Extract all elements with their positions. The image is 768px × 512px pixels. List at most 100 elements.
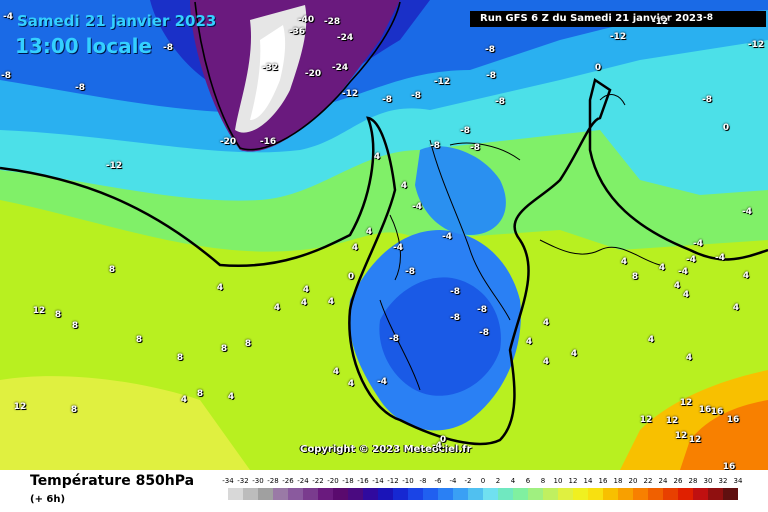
scale-tick-label: -4: [449, 477, 457, 485]
scale-color-swatch: [288, 488, 303, 500]
isotherm-label: -8: [477, 305, 487, 315]
isotherm-label: -12: [747, 40, 765, 50]
scale-tick-label: 26: [673, 477, 683, 485]
isotherm-label: 16: [726, 415, 740, 425]
scale-tick-label: -14: [372, 477, 384, 485]
scale-tick-label: 24: [658, 477, 668, 485]
isotherm-label: -4: [686, 255, 696, 265]
isotherm-label: 8: [108, 265, 116, 275]
isotherm-label: -40: [297, 15, 315, 25]
scale-tick-label: 8: [540, 477, 546, 485]
isotherm-label: 4: [347, 379, 355, 389]
scale-color-swatch: [468, 488, 483, 500]
isotherm-label: -4: [442, 232, 452, 242]
isotherm-label: -4: [377, 377, 387, 387]
isotherm-label: 8: [70, 405, 78, 415]
temperature-map: Samedi 21 janvier 2023 13:00 locale Run …: [0, 0, 768, 470]
scale-color-swatch: [618, 488, 633, 500]
isotherm-label: 12: [13, 402, 27, 412]
isotherm-label: 8: [54, 310, 62, 320]
scale-tick-label: 34: [733, 477, 743, 485]
isotherm-label: 4: [647, 335, 655, 345]
scale-color-swatch: [378, 488, 393, 500]
isotherm-label: 8: [71, 321, 79, 331]
scale-color-swatch: [453, 488, 468, 500]
isotherm-label: -8: [495, 97, 505, 107]
isotherm-label: 4: [685, 353, 693, 363]
map-local-time: 13:00 locale: [15, 34, 152, 58]
scale-tick-label: 30: [703, 477, 713, 485]
isotherm-label: -20: [304, 69, 322, 79]
scale-color-swatch: [348, 488, 363, 500]
scale-color-swatch: [633, 488, 648, 500]
isotherm-label: -8: [470, 143, 480, 153]
scale-tick-label: -24: [297, 477, 309, 485]
isotherm-label: 4: [365, 227, 373, 237]
scale-color-swatch: [678, 488, 693, 500]
isotherm-label: 12: [665, 416, 679, 426]
isotherm-label: 0: [347, 272, 355, 282]
isotherm-label: 4: [216, 283, 224, 293]
isotherm-label: -8: [702, 95, 712, 105]
isotherm-label: -4: [693, 239, 703, 249]
scale-color-swatch: [573, 488, 588, 500]
isotherm-label: -8: [1, 71, 11, 81]
isotherm-label: -8: [382, 95, 392, 105]
color-scale: -34 -32 -30 -28 -26 -24 -22 -20 -18 -16 -14 -12 -10-…: [220, 477, 748, 507]
scale-color-swatch: [408, 488, 423, 500]
scale-tick-label: -22: [312, 477, 324, 485]
isotherm-label: -8: [486, 71, 496, 81]
scale-color-swatch: [228, 488, 243, 500]
scale-tick-label: 0: [480, 477, 486, 485]
isotherm-label: 4: [732, 303, 740, 313]
scale-tick-label: 22: [643, 477, 653, 485]
scale-color-swatch: [513, 488, 528, 500]
isotherm-label: 4: [542, 318, 550, 328]
isotherm-label: 4: [373, 152, 381, 162]
map-variable-title: Température 850hPa: [30, 473, 195, 489]
isotherm-label: -8: [450, 287, 460, 297]
scale-tick-label: -20: [327, 477, 339, 485]
scale-color-swatch: [393, 488, 408, 500]
model-run-label: Run GFS 6 Z du Samedi 21 janvier 2023: [470, 11, 766, 27]
scale-color-swatch: [438, 488, 453, 500]
isotherm-label: -4: [3, 12, 13, 22]
scale-tick-label: -28: [267, 477, 279, 485]
isotherm-label: 12: [679, 398, 693, 408]
isotherm-label: 0: [594, 63, 602, 73]
scale-tick-label: 4: [510, 477, 516, 485]
isotherm-label: 4: [300, 298, 308, 308]
copyright-notice: Copyright © 2023 Meteociel.fr: [300, 444, 472, 455]
isotherm-label: 4: [327, 297, 335, 307]
isotherm-label: 16: [710, 407, 724, 417]
map-date: Samedi 21 janvier 2023: [17, 12, 217, 30]
scale-color-swatch: [528, 488, 543, 500]
isotherm-label: -4: [715, 253, 725, 263]
isotherm-label: 8: [135, 335, 143, 345]
isotherm-label: 4: [332, 367, 340, 377]
isotherm-label: 4: [351, 243, 359, 253]
isotherm-label: 4: [400, 181, 408, 191]
scale-color-swatch: [333, 488, 348, 500]
isotherm-label: 8: [244, 339, 252, 349]
isotherm-label: -32: [261, 63, 279, 73]
isotherm-label: -8: [75, 83, 85, 93]
scale-tick-label: -6: [434, 477, 442, 485]
isotherm-label: 4: [742, 271, 750, 281]
isotherm-label: 4: [542, 357, 550, 367]
scale-color-swatch: [543, 488, 558, 500]
scale-color-swatch: [723, 488, 738, 500]
scale-color-swatch: [603, 488, 618, 500]
scale-color-swatch: [498, 488, 513, 500]
isotherm-label: -4: [678, 267, 688, 277]
isotherm-label: 4: [302, 285, 310, 295]
isotherm-label: -4: [742, 207, 752, 217]
isotherm-label: -8: [405, 267, 415, 277]
isotherm-label: 0: [722, 123, 730, 133]
isotherm-label: -8: [485, 45, 495, 55]
isotherm-label: 8: [176, 353, 184, 363]
scale-tick-label: 28: [688, 477, 698, 485]
scale-tick-label: 16: [598, 477, 608, 485]
isotherm-label: 8: [196, 389, 204, 399]
scale-color-swatch: [648, 488, 663, 500]
